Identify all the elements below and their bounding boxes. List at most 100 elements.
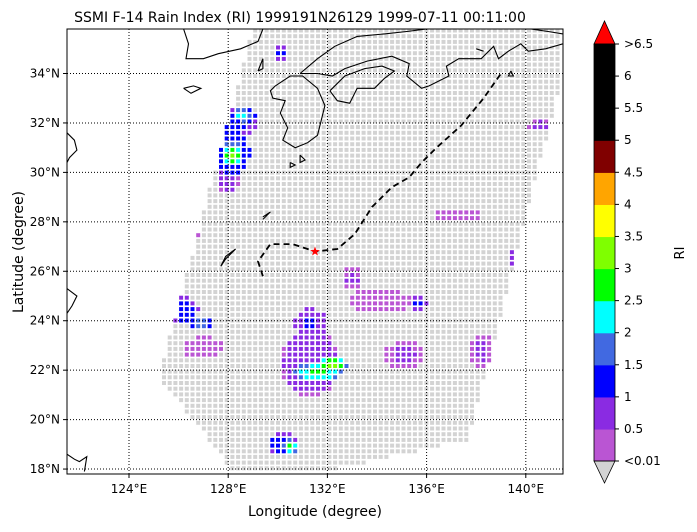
swath-pixel <box>527 193 531 198</box>
swath-pixel <box>287 108 292 113</box>
swath-pixel <box>247 426 252 431</box>
swath-pixel <box>338 409 343 414</box>
swath-pixel <box>270 392 275 397</box>
swath-pixel <box>458 216 463 221</box>
swath-pixel <box>532 34 537 39</box>
swath-pixel <box>447 159 452 164</box>
swath-pixel <box>327 443 332 448</box>
swath-pixel <box>441 176 446 181</box>
swath-pixel <box>350 45 355 50</box>
swath-pixel <box>509 227 514 232</box>
swath-pixel <box>236 420 241 425</box>
swath-pixel <box>270 62 275 67</box>
swath-pixel <box>492 255 497 260</box>
swath-pixel <box>487 318 492 323</box>
swath-pixel <box>481 193 486 198</box>
swath-pixel <box>487 130 492 135</box>
swath-pixel <box>435 386 440 391</box>
swath-pixel <box>276 193 280 198</box>
swath-pixel <box>344 369 349 374</box>
swath-pixel <box>236 375 241 380</box>
swath-pixel <box>470 227 474 232</box>
swath-pixel <box>264 79 269 84</box>
swath-pixel <box>304 432 309 437</box>
swath-pixel <box>395 187 400 192</box>
swath-pixel <box>447 29 452 33</box>
swath-pixel <box>361 210 366 215</box>
swath-pixel <box>407 295 412 300</box>
swath-pixel <box>230 420 235 425</box>
swath-pixel <box>424 295 429 300</box>
swath-pixel <box>532 91 537 95</box>
swath-pixel <box>304 290 309 294</box>
swath-pixel <box>412 176 417 181</box>
swath-pixel <box>247 352 252 357</box>
swath-pixel <box>281 415 286 420</box>
swath-pixel <box>464 244 469 249</box>
swath-pixel <box>190 278 195 283</box>
swath-pixel <box>310 364 315 368</box>
swath-pixel <box>418 403 423 408</box>
swath-pixel <box>230 426 235 431</box>
swath-pixel <box>521 204 526 209</box>
swath-pixel <box>310 437 315 442</box>
swath-pixel <box>355 193 360 198</box>
swath-pixel <box>276 51 280 56</box>
swath-pixel <box>264 460 269 465</box>
swath-pixel <box>378 318 383 323</box>
swath-pixel <box>390 199 395 204</box>
swath-pixel <box>418 250 423 255</box>
swath-pixel <box>333 261 338 266</box>
swath-pixel <box>304 204 309 209</box>
swath-pixel <box>258 193 263 198</box>
swath-pixel <box>253 176 258 181</box>
swath-pixel <box>321 437 326 442</box>
swath-pixel <box>527 91 531 95</box>
swath-pixel <box>412 153 417 158</box>
swath-pixel <box>287 187 292 192</box>
swath-pixel <box>373 176 377 181</box>
swath-pixel <box>258 454 263 459</box>
swath-pixel <box>407 278 412 283</box>
swath-pixel <box>230 290 235 294</box>
swath-pixel <box>258 96 263 101</box>
swath-pixel <box>270 432 275 437</box>
swath-pixel <box>316 341 320 346</box>
swath-pixel <box>452 153 457 158</box>
swath-pixel <box>458 341 463 346</box>
swath-pixel <box>310 164 315 169</box>
swath-pixel <box>316 278 320 283</box>
swath-pixel <box>492 29 497 33</box>
swath-pixel <box>412 420 417 425</box>
swath-pixel <box>390 221 395 226</box>
swath-pixel <box>236 403 241 408</box>
swath-pixel <box>435 187 440 192</box>
swath-pixel <box>418 244 423 249</box>
swath-pixel <box>236 466 241 471</box>
swath-pixel <box>350 295 355 300</box>
swath-pixel <box>418 62 423 67</box>
swath-pixel <box>276 352 280 357</box>
swath-pixel <box>367 125 372 130</box>
swath-pixel <box>452 301 457 306</box>
swath-pixel <box>447 68 452 73</box>
swath-pixel <box>327 437 332 442</box>
swath-pixel <box>475 79 480 84</box>
swath-pixel <box>481 233 486 238</box>
swath-pixel <box>509 176 514 181</box>
coastline-segment <box>220 248 236 267</box>
swath-pixel <box>241 238 246 243</box>
swath-pixel <box>287 267 292 272</box>
swath-pixel <box>258 147 263 152</box>
y-tick-label: 30°N <box>30 165 60 179</box>
swath-pixel <box>184 352 189 357</box>
swath-pixel <box>452 346 457 351</box>
swath-pixel <box>447 142 452 147</box>
swath-pixel <box>350 307 355 312</box>
swath-pixel <box>401 301 406 306</box>
swath-pixel <box>298 227 303 232</box>
swath-pixel <box>367 170 372 175</box>
swath-pixel <box>367 79 372 84</box>
swath-pixel <box>327 273 332 277</box>
swath-pixel <box>418 113 423 118</box>
